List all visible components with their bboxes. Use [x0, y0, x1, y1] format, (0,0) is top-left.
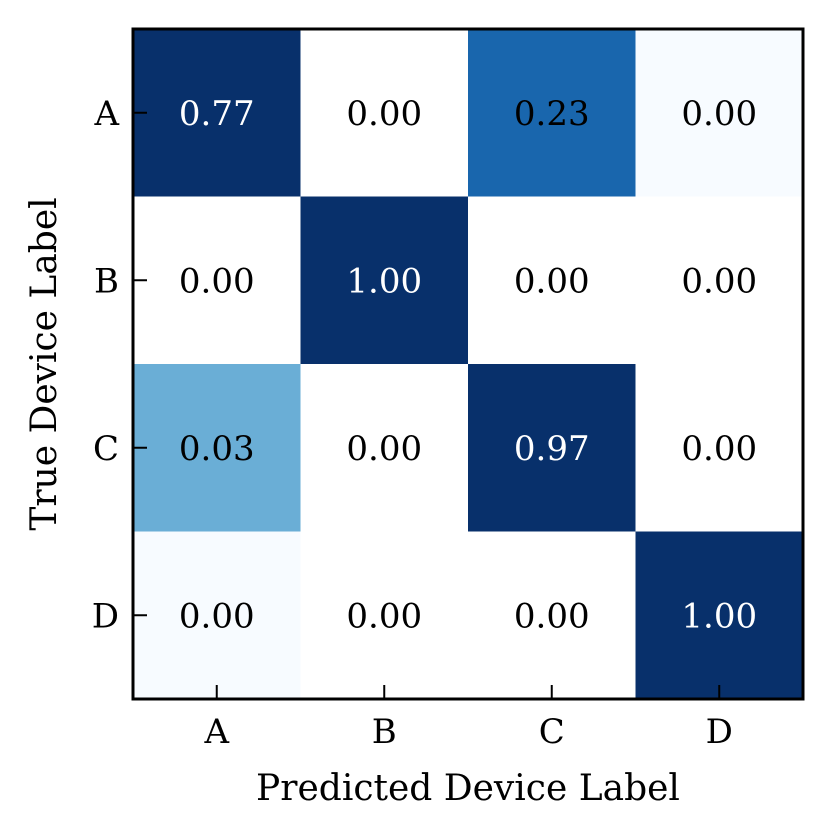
x-tick-label: B	[372, 712, 397, 752]
heatmap-cell-C-C	[468, 364, 636, 532]
cell-value-label: 0.00	[346, 429, 422, 469]
heatmap-cell-A-B	[300, 29, 469, 197]
cell-value-label: 0.00	[179, 261, 255, 301]
heatmap-cell-C-D	[635, 364, 804, 532]
heatmap-cell-C-B	[300, 364, 469, 532]
heatmap-cell-B-C	[468, 196, 636, 365]
cell-value-label: 0.00	[681, 261, 757, 301]
plot-frame	[131, 27, 805, 701]
heatmap-cell-B-A	[133, 196, 301, 365]
heatmap-cell-A-D	[635, 29, 804, 197]
heatmap-cell-A-A	[133, 29, 301, 197]
cell-value-label: 1.00	[346, 261, 422, 301]
axis-ticks: A B C D A B C D	[92, 94, 733, 752]
cell-value-label: 0.00	[346, 94, 422, 134]
x-tick-label: C	[539, 712, 565, 752]
x-tick-label: D	[706, 712, 733, 752]
y-tick-label: A	[93, 94, 119, 134]
cell-value-label: 0.00	[514, 596, 590, 636]
cell-value-label: 0.00	[681, 94, 757, 134]
cell-value-label: 0.97	[514, 429, 590, 469]
y-tick-label: B	[94, 261, 119, 301]
cell-value-label: 0.00	[179, 596, 255, 636]
cell-value-label: 0.00	[514, 261, 590, 301]
y-tick-label: C	[93, 429, 119, 469]
heatmap-cell-C-A	[133, 364, 301, 532]
cell-value-label: 0.00	[346, 596, 422, 636]
heatmap-cell-B-B	[300, 196, 469, 365]
x-axis-title: Predicted Device Label	[256, 768, 680, 809]
cell-value-label: 0.03	[179, 429, 255, 469]
x-tick-label: A	[203, 712, 229, 752]
heatmap-cell-D-A	[133, 531, 301, 700]
cell-value-label: 1.00	[681, 596, 757, 636]
cell-value-label: 0.77	[179, 94, 255, 134]
y-tick-label: D	[92, 596, 119, 636]
heatmap-cell-D-C	[468, 531, 636, 700]
cell-value-label: 0.23	[514, 94, 590, 134]
heatmap-cell-labels: 0.77 0.00 0.23 0.00 0.00 1.00 0.00 0.00 0.03 0.00…	[179, 94, 757, 637]
heatmap-cell-A-C	[468, 29, 636, 197]
heatmap-cell-B-D	[635, 196, 804, 365]
heatmap-cell-D-D	[635, 531, 804, 700]
y-axis-title: True Device Label	[24, 197, 65, 530]
heatmap-cell-D-B	[300, 531, 469, 700]
heatmap-cells	[133, 29, 804, 700]
cell-value-label: 0.00	[681, 429, 757, 469]
